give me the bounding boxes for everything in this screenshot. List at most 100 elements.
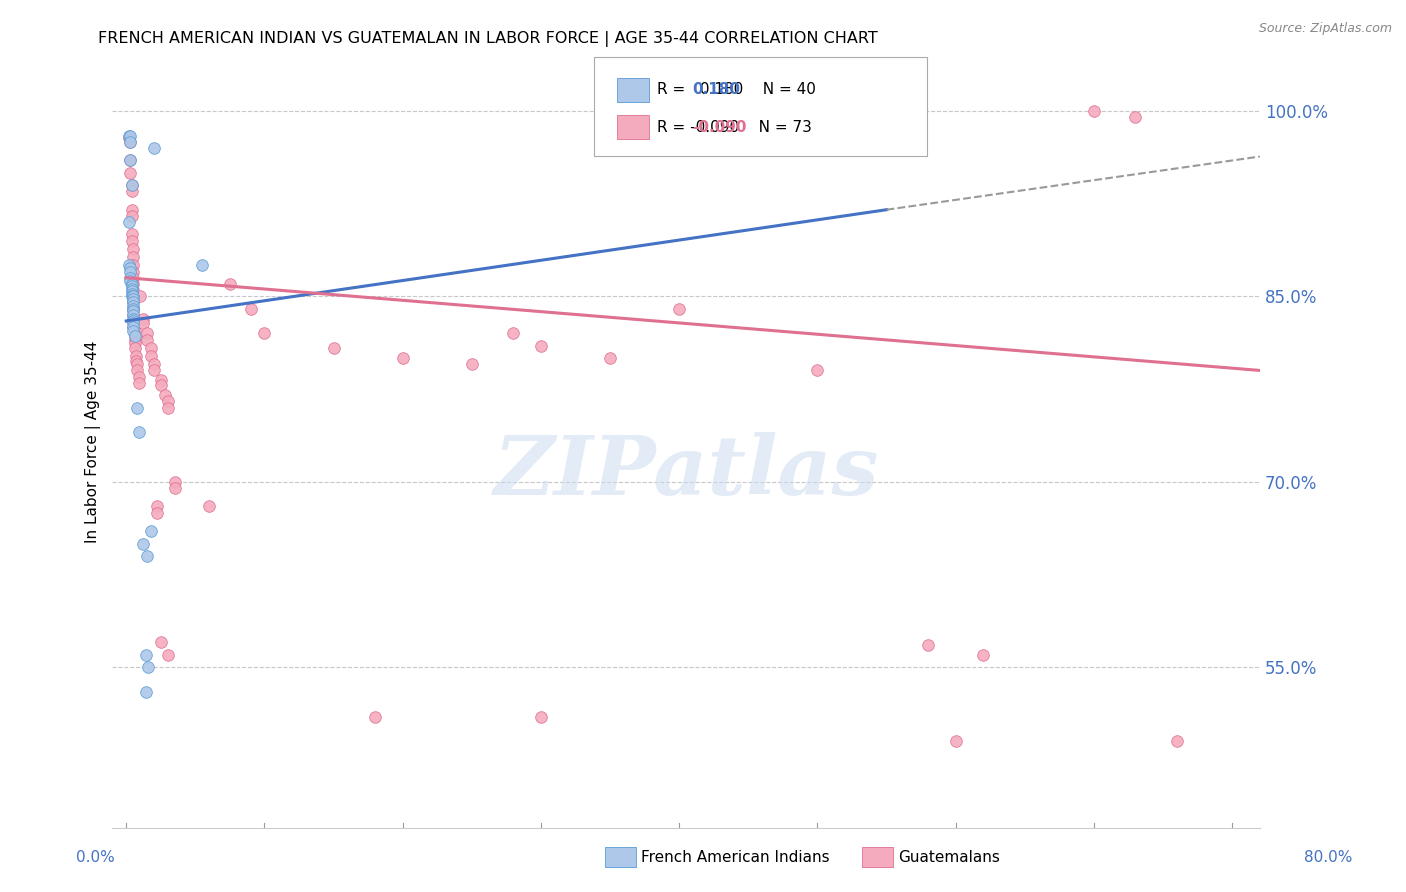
Point <box>121 209 143 223</box>
Point <box>118 128 141 143</box>
Point <box>125 353 148 368</box>
Point <box>128 376 150 390</box>
Point <box>124 336 146 351</box>
Point <box>135 685 157 699</box>
Point <box>142 363 165 377</box>
Bar <box>862 847 893 867</box>
Point <box>149 378 172 392</box>
Point <box>153 388 176 402</box>
Point <box>120 153 142 168</box>
Point <box>122 314 145 328</box>
Point <box>121 282 143 296</box>
Point <box>122 317 145 331</box>
Point <box>136 549 159 563</box>
Point <box>156 401 179 415</box>
Point <box>121 286 143 301</box>
Point <box>122 301 145 316</box>
Point <box>120 274 142 288</box>
Point <box>142 357 165 371</box>
Point <box>122 320 145 334</box>
Point <box>122 289 145 303</box>
Point <box>122 301 145 316</box>
Point <box>668 301 690 316</box>
Point <box>120 128 142 143</box>
Point <box>122 292 145 306</box>
Point <box>163 475 186 489</box>
Text: 0.180: 0.180 <box>692 82 740 97</box>
Point <box>124 328 146 343</box>
Point <box>136 333 159 347</box>
Point <box>120 260 142 275</box>
Point <box>132 311 155 326</box>
Point <box>135 648 157 662</box>
Point <box>121 285 143 299</box>
Point <box>120 135 142 149</box>
Point <box>122 283 145 297</box>
Point <box>530 339 553 353</box>
Point <box>136 326 159 341</box>
Bar <box>617 78 650 102</box>
Point <box>149 635 172 649</box>
Point <box>163 481 186 495</box>
Point <box>118 258 141 272</box>
Point <box>118 131 141 145</box>
Point <box>142 141 165 155</box>
Text: 0.0%: 0.0% <box>76 850 115 864</box>
Point <box>124 341 146 355</box>
Point <box>806 363 828 377</box>
Point <box>121 277 143 291</box>
Point <box>122 324 145 338</box>
Bar <box>617 115 650 138</box>
Point <box>461 357 484 371</box>
FancyBboxPatch shape <box>595 57 927 155</box>
Point <box>156 648 179 662</box>
Point <box>121 184 143 198</box>
Point <box>239 301 262 316</box>
Point <box>198 500 221 514</box>
Point <box>122 289 145 303</box>
Point <box>156 394 179 409</box>
Point <box>128 425 150 440</box>
Text: 80.0%: 80.0% <box>1305 850 1353 864</box>
Point <box>121 234 143 248</box>
Point <box>191 258 214 272</box>
Point <box>145 506 167 520</box>
Point <box>122 299 145 313</box>
Point <box>945 734 967 748</box>
Text: -0.090: -0.090 <box>692 120 747 135</box>
Point <box>391 351 413 365</box>
Point <box>599 351 621 365</box>
Point <box>120 153 142 168</box>
Point <box>128 369 150 384</box>
Point <box>132 317 155 331</box>
Point <box>127 357 149 371</box>
Point <box>122 295 145 310</box>
Point <box>118 215 141 229</box>
Point <box>121 178 143 192</box>
Point <box>138 660 160 674</box>
Text: Guatemalans: Guatemalans <box>898 850 1000 864</box>
Text: R = -0.090    N = 73: R = -0.090 N = 73 <box>658 120 813 135</box>
Text: R =   0.180    N = 40: R = 0.180 N = 40 <box>658 82 817 97</box>
Point <box>120 270 142 285</box>
Point <box>917 638 939 652</box>
Point <box>1125 110 1147 124</box>
Point <box>145 500 167 514</box>
Point <box>502 326 524 341</box>
Point <box>139 349 162 363</box>
Bar <box>605 847 636 867</box>
Point <box>364 709 387 723</box>
Point <box>120 166 142 180</box>
Point <box>124 324 146 338</box>
Text: Source: ZipAtlas.com: Source: ZipAtlas.com <box>1258 22 1392 36</box>
Point <box>139 524 162 538</box>
Point <box>129 289 152 303</box>
Point <box>124 333 146 347</box>
Point <box>132 536 155 550</box>
Point <box>127 401 149 415</box>
Point <box>121 178 143 192</box>
Point <box>1083 103 1105 118</box>
Point <box>219 277 242 291</box>
Point <box>122 311 145 326</box>
Point <box>122 308 145 322</box>
